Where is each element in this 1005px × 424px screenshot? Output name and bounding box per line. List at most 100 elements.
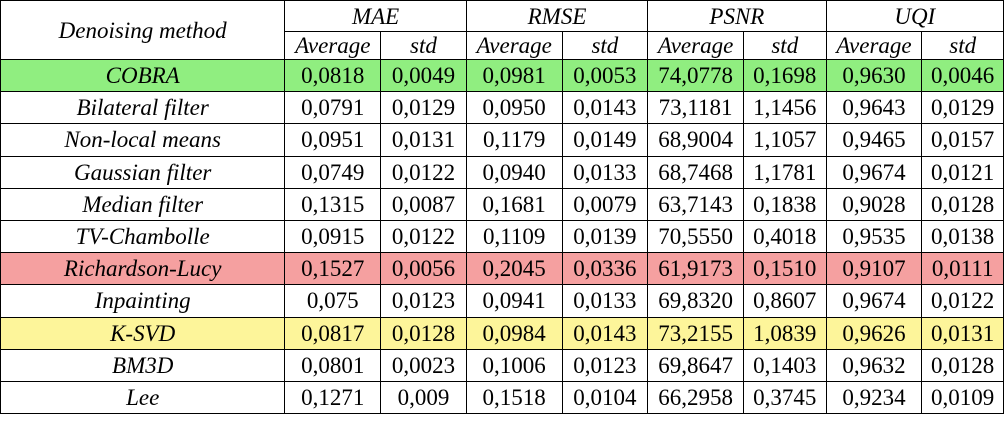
psnr-average-cell: 68,7468 bbox=[647, 155, 744, 189]
metric-header-uqi: UQI bbox=[825, 0, 1005, 32]
method-name-cell: Non-local means bbox=[0, 123, 286, 157]
rmse-std-cell: 0,0336 bbox=[561, 252, 649, 286]
psnr-std-cell: 0,1838 bbox=[743, 187, 827, 221]
subheader-average: Average bbox=[825, 31, 923, 60]
subheader-std: std bbox=[380, 31, 467, 60]
mae-std-cell: 0,0122 bbox=[380, 219, 467, 254]
psnr-average-cell: 61,9173 bbox=[647, 252, 744, 286]
mae-average-cell: 0,0749 bbox=[284, 155, 382, 189]
psnr-std-cell: 1,1781 bbox=[743, 155, 827, 189]
mae-average-cell: 0,1315 bbox=[284, 187, 382, 221]
mae-std-cell: 0,0087 bbox=[380, 187, 467, 221]
method-name-cell: Median filter bbox=[0, 187, 286, 221]
method-name-cell: BM3D bbox=[0, 348, 286, 382]
table-row: Bilateral filter 0,0791 0,0129 0,0950 0,0143… bbox=[0, 91, 1004, 125]
psnr-std-cell: 0,4018 bbox=[743, 219, 827, 254]
psnr-average-cell: 63,7143 bbox=[647, 187, 744, 221]
uqi-average-cell: 0,9465 bbox=[825, 123, 923, 157]
mae-std-cell: 0,0122 bbox=[380, 155, 467, 189]
rmse-std-cell: 0,0143 bbox=[561, 316, 649, 350]
rmse-std-cell: 0,0139 bbox=[561, 219, 649, 254]
uqi-average-cell: 0,9632 bbox=[825, 348, 923, 382]
mae-std-cell: 0,0123 bbox=[380, 284, 467, 318]
rmse-average-cell: 0,1518 bbox=[465, 380, 563, 415]
metric-header-mae: MAE bbox=[284, 0, 467, 32]
mae-average-cell: 0,075 bbox=[284, 284, 382, 318]
mae-std-cell: 0,0131 bbox=[380, 123, 467, 157]
psnr-std-cell: 0,8607 bbox=[743, 284, 827, 318]
rmse-average-cell: 0,1681 bbox=[465, 187, 563, 221]
rmse-average-cell: 0,1109 bbox=[465, 219, 563, 254]
psnr-std-cell: 0,1510 bbox=[743, 252, 827, 286]
mae-average-cell: 0,0915 bbox=[284, 219, 382, 254]
psnr-average-cell: 74,0778 bbox=[647, 58, 744, 93]
rmse-std-cell: 0,0133 bbox=[561, 284, 649, 318]
rmse-average-cell: 0,0940 bbox=[465, 155, 563, 189]
uqi-std-cell: 0,0046 bbox=[921, 58, 1004, 93]
psnr-average-cell: 68,9004 bbox=[647, 123, 744, 157]
uqi-std-cell: 0,0129 bbox=[921, 91, 1004, 125]
psnr-std-cell: 1,1456 bbox=[743, 91, 827, 125]
rmse-average-cell: 0,1006 bbox=[465, 348, 563, 382]
mae-average-cell: 0,1527 bbox=[284, 252, 382, 286]
method-name-cell: Bilateral filter bbox=[0, 91, 286, 125]
rmse-std-cell: 0,0123 bbox=[561, 348, 649, 382]
method-name-cell: Gaussian filter bbox=[0, 155, 286, 189]
method-name-cell: Inpainting bbox=[0, 284, 286, 318]
psnr-std-cell: 0,3745 bbox=[743, 380, 827, 415]
mae-std-cell: 0,009 bbox=[380, 380, 467, 415]
mae-std-cell: 0,0049 bbox=[380, 58, 467, 93]
table-row: COBRA 0,0818 0,0049 0,0981 0,0053 74,0778 0,16… bbox=[0, 58, 1004, 93]
rmse-average-cell: 0,0984 bbox=[465, 316, 563, 350]
method-column-header: Denoising method bbox=[0, 0, 286, 60]
table-row: Lee 0,1271 0,009 0,1518 0,0104 66,2958 0,3745 0… bbox=[0, 380, 1004, 415]
uqi-std-cell: 0,0131 bbox=[921, 316, 1004, 350]
table-row: TV-Chambolle 0,0915 0,0122 0,1109 0,0139 70,5… bbox=[0, 219, 1004, 254]
table-row: BM3D 0,0801 0,0023 0,1006 0,0123 69,8647 0,140… bbox=[0, 348, 1004, 382]
rmse-average-cell: 0,0941 bbox=[465, 284, 563, 318]
mae-average-cell: 0,0817 bbox=[284, 316, 382, 350]
uqi-std-cell: 0,0157 bbox=[921, 123, 1004, 157]
uqi-average-cell: 0,9674 bbox=[825, 284, 923, 318]
psnr-std-cell: 0,1698 bbox=[743, 58, 827, 93]
psnr-std-cell: 1,1057 bbox=[743, 123, 827, 157]
rmse-average-cell: 0,0981 bbox=[465, 58, 563, 93]
psnr-std-cell: 1,0839 bbox=[743, 316, 827, 350]
uqi-average-cell: 0,9674 bbox=[825, 155, 923, 189]
uqi-std-cell: 0,0121 bbox=[921, 155, 1004, 189]
mae-average-cell: 0,0791 bbox=[284, 91, 382, 125]
rmse-std-cell: 0,0104 bbox=[561, 380, 649, 415]
uqi-average-cell: 0,9234 bbox=[825, 380, 923, 415]
subheader-average: Average bbox=[284, 31, 382, 60]
uqi-average-cell: 0,9535 bbox=[825, 219, 923, 254]
table-row: Median filter 0,1315 0,0087 0,1681 0,0079 63,… bbox=[0, 187, 1004, 221]
metric-header-rmse: RMSE bbox=[465, 0, 649, 32]
subheader-std: std bbox=[561, 31, 649, 60]
rmse-std-cell: 0,0149 bbox=[561, 123, 649, 157]
table-row: Non-local means 0,0951 0,0131 0,1179 0,0149 6… bbox=[0, 123, 1004, 157]
table-row: Richardson-Lucy 0,1527 0,0056 0,2045 0,0336 6… bbox=[0, 252, 1004, 286]
psnr-average-cell: 70,5550 bbox=[647, 219, 744, 254]
rmse-average-cell: 0,0950 bbox=[465, 91, 563, 125]
method-name-cell: TV-Chambolle bbox=[0, 219, 286, 254]
rmse-std-cell: 0,0143 bbox=[561, 91, 649, 125]
uqi-average-cell: 0,9630 bbox=[825, 58, 923, 93]
psnr-average-cell: 69,8647 bbox=[647, 348, 744, 382]
subheader-std: std bbox=[743, 31, 827, 60]
mae-std-cell: 0,0128 bbox=[380, 316, 467, 350]
subheader-average: Average bbox=[647, 31, 744, 60]
mae-average-cell: 0,0818 bbox=[284, 58, 382, 93]
uqi-average-cell: 0,9626 bbox=[825, 316, 923, 350]
table-row: Gaussian filter 0,0749 0,0122 0,0940 0,0133 6… bbox=[0, 155, 1004, 189]
uqi-average-cell: 0,9107 bbox=[825, 252, 923, 286]
uqi-std-cell: 0,0128 bbox=[921, 187, 1004, 221]
uqi-std-cell: 0,0122 bbox=[921, 284, 1004, 318]
mae-std-cell: 0,0129 bbox=[380, 91, 467, 125]
psnr-average-cell: 73,2155 bbox=[647, 316, 744, 350]
mae-std-cell: 0,0023 bbox=[380, 348, 467, 382]
mae-average-cell: 0,0951 bbox=[284, 123, 382, 157]
method-name-cell: Lee bbox=[0, 380, 286, 415]
method-name-cell: K-SVD bbox=[0, 316, 286, 350]
rmse-std-cell: 0,0053 bbox=[561, 58, 649, 93]
table-row: K-SVD 0,0817 0,0128 0,0984 0,0143 73,2155 1,08… bbox=[0, 316, 1004, 350]
